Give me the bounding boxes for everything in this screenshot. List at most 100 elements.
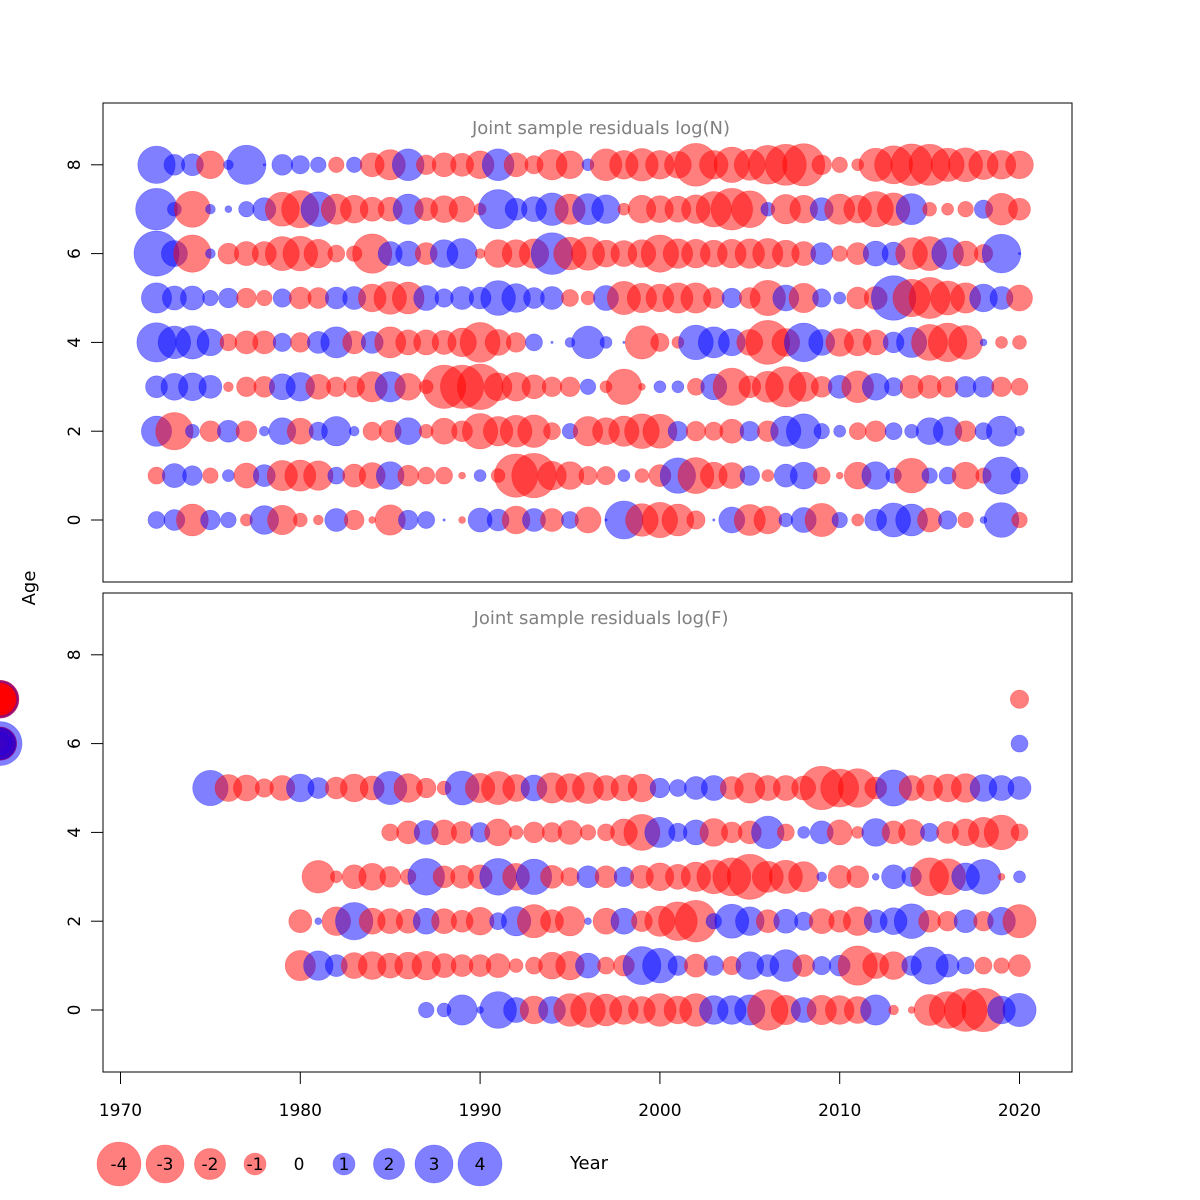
residual-bubble-age2-1981 — [314, 917, 323, 925]
residual-bubble-age0-2010 — [831, 511, 848, 529]
residual-bubble-age3-1999 — [638, 383, 646, 391]
residual-bubble-age8-2020 — [1005, 150, 1034, 180]
residual-bubble-age5-2003 — [703, 287, 725, 309]
residual-bubble-age2-2017 — [954, 420, 977, 442]
residual-bubble-age6-2019 — [981, 233, 1022, 274]
x-tick-label: 2020 — [998, 1101, 1041, 1121]
residual-bubble-age6-1982 — [327, 244, 346, 263]
residual-bubble-age2-2020 — [1002, 904, 1037, 939]
residual-bubble-age0-2017 — [957, 511, 974, 529]
residual-bubble-age2-2002 — [685, 421, 707, 442]
residual-bubble-age8-1980 — [290, 155, 310, 175]
residual-bubble-age3-1975 — [198, 374, 223, 399]
residual-bubble-age0-1988 — [442, 518, 446, 522]
residual-bubble-age8-1979 — [271, 154, 294, 176]
panel-log-n-title: Joint sample residuals log(N) — [471, 118, 730, 139]
residual-bubble-age5-2010 — [833, 291, 847, 305]
residual-bubble-age1-2016 — [935, 953, 960, 978]
legend-bubble — [373, 1148, 405, 1180]
residual-bubble-age6-2009 — [810, 242, 834, 265]
residual-bubble-age1-1997 — [596, 466, 616, 486]
residual-bubble-age3-1976 — [223, 381, 234, 393]
residual-bubble-age0-1980 — [293, 512, 308, 528]
residual-bubble-age5-1979 — [272, 288, 292, 308]
residual-bubble-age3-1997 — [594, 865, 618, 889]
residual-bubble-age1-2005 — [739, 465, 760, 486]
residual-bubble-age2-1994 — [543, 422, 561, 441]
residual-bubble-age4-1978 — [252, 330, 277, 355]
y-tick-label: 2 — [65, 426, 85, 437]
y-tick-label: 6 — [65, 738, 85, 749]
residual-bubble-age3-1981 — [301, 860, 335, 894]
x-tick-label: 1990 — [458, 1101, 501, 1121]
residual-bubble-age4-2007 — [776, 823, 795, 842]
residual-bubble-age1-1999 — [634, 468, 650, 483]
residual-bubble-age1-2017 — [956, 956, 975, 975]
residual-bubble-age3-2009 — [816, 871, 827, 883]
residual-bubble-age2-2015 — [918, 909, 941, 933]
residual-bubble-age3-2018 — [972, 376, 995, 398]
residual-bubble-age3-2019 — [991, 376, 1012, 397]
panel-log-f-title: Joint sample residuals log(F) — [473, 608, 729, 629]
residual-bubble-age1-2012 — [861, 461, 890, 490]
residual-bubble-age7-1976 — [224, 205, 233, 213]
legend-label: 2 — [384, 1155, 395, 1175]
residual-bubble-age3-2020 — [1010, 377, 1029, 396]
y-tick-label: 4 — [65, 337, 85, 348]
residual-bubble-age1-2009 — [812, 466, 831, 485]
residual-bubble-age1-1976 — [222, 469, 235, 482]
legend-label: -2 — [202, 1155, 219, 1175]
residual-bubble-age3-1982 — [329, 870, 343, 884]
residual-bubble-age2-1974 — [185, 423, 200, 439]
residual-bubble-age0-1983 — [344, 509, 365, 531]
residual-bubble-age1-2020 — [1010, 466, 1029, 485]
y-tick-label: 8 — [65, 159, 85, 170]
residual-bubble-age5-2020 — [1006, 284, 1033, 312]
residual-bubble-age6-undefined — [0, 721, 23, 766]
residual-bubble-age3-1982 — [326, 376, 347, 397]
legend-label: 1 — [339, 1155, 350, 1175]
residual-bubble-age1-1998 — [617, 469, 631, 482]
residual-bubble-age1-1989 — [458, 471, 466, 480]
residual-bubble-age0-2020 — [1011, 511, 1028, 529]
residual-bubble-age3-1977 — [236, 376, 257, 397]
residual-bubble-age4-2020 — [1010, 823, 1029, 842]
residual-bubble-age7-undefined — [0, 679, 20, 719]
residual-bubble-age1-1996 — [575, 952, 601, 979]
legend-label: -3 — [157, 1155, 174, 1175]
y-tick-label: 0 — [65, 1005, 85, 1016]
residual-bubble-age5-1995 — [561, 289, 579, 307]
residual-bubble-age0-2012 — [860, 994, 892, 1026]
residual-bubble-age5-2004 — [721, 287, 742, 309]
residual-bubble-age4-2015 — [920, 822, 940, 842]
residual-bubble-age5-1994 — [540, 286, 564, 310]
residual-bubble-age2-1982 — [321, 416, 352, 447]
residual-bubble-age0-1987 — [418, 1001, 435, 1019]
residual-bubble-age3-2020 — [1013, 870, 1026, 884]
residual-bubble-age3-1995 — [560, 867, 580, 887]
residual-bubble-age7-2015 — [922, 201, 937, 217]
residual-bubble-age3-2019 — [997, 873, 1006, 881]
residual-bubble-age1-1986 — [397, 464, 419, 487]
legend-label: 4 — [475, 1155, 486, 1175]
residual-bubble-age4-2020 — [1012, 335, 1027, 350]
residual-bubble-age0-2006 — [753, 505, 783, 535]
residual-bubble-age3-2008 — [788, 861, 820, 893]
residual-bubble-age1-1990 — [473, 469, 487, 482]
residual-bubble-age4-2019 — [995, 336, 1008, 349]
residual-bubble-age4-1996 — [579, 824, 597, 841]
residual-bubble-age1-1991 — [485, 953, 511, 978]
legend-bubble — [145, 1144, 185, 1184]
residual-bubble-age4-1998 — [622, 340, 626, 344]
residual-bubble-age0-2013 — [888, 1004, 899, 1016]
residual-bubble-age3-1985 — [379, 866, 401, 888]
residual-bubble-age6-2010 — [831, 245, 848, 262]
residual-bubble-age3-1994 — [540, 864, 564, 889]
residual-bubble-age8-1981 — [310, 156, 327, 173]
residual-bubble-age4-1997 — [599, 336, 613, 349]
residual-bubble-age2-2011 — [848, 422, 867, 441]
residual-bubble-age2-1996 — [584, 917, 592, 925]
residual-bubble-age3-2018 — [965, 859, 1002, 895]
residual-bubble-age0-1981 — [313, 514, 324, 526]
residual-bubble-age7-2020 — [1009, 689, 1029, 709]
